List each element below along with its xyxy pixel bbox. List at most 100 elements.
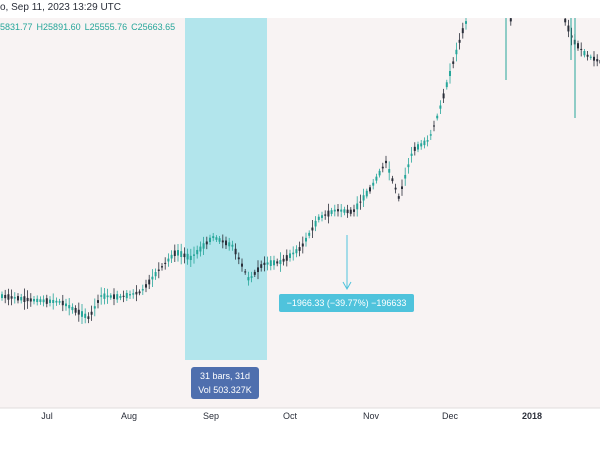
candle-body (193, 254, 195, 256)
candle-body (580, 48, 583, 50)
candle-body (4, 294, 7, 299)
candle-body (157, 269, 160, 271)
candle-body (13, 297, 16, 299)
candle-body (298, 247, 301, 251)
candle-body (461, 28, 464, 34)
candle-body (55, 300, 58, 303)
candle-body (71, 306, 74, 311)
date-range-highlight[interactable] (185, 18, 267, 360)
candle-body (577, 43, 579, 49)
candle-body (49, 299, 51, 303)
candle-body (234, 248, 237, 255)
candle-body (266, 262, 269, 265)
candle-body (250, 276, 253, 278)
header-date: o, Sep 11, 2023 13:29 UTC (0, 2, 122, 13)
candle-body (586, 54, 589, 57)
candle-body (215, 237, 218, 240)
candle-body (109, 295, 112, 298)
candle-body (381, 166, 384, 169)
candle-body (269, 260, 272, 267)
candle-body (244, 271, 247, 273)
ohlc-high: H25891.60 (36, 22, 81, 32)
candle-body (385, 160, 387, 164)
candle-body (397, 196, 400, 199)
candle-body (177, 250, 179, 256)
candle-body (202, 243, 205, 249)
candle-body (317, 216, 320, 220)
ohlc-legend: 5831.77 H25891.60 L25555.76 C25663.65 (0, 22, 179, 32)
candle-body (433, 125, 435, 127)
candle-body (324, 214, 327, 216)
candle-body (209, 237, 211, 243)
candle-body (436, 115, 439, 119)
candle-body (247, 277, 250, 281)
candle-body (394, 187, 397, 190)
candle-body (343, 209, 346, 213)
candle-body (199, 246, 202, 252)
x-axis-label-oct: Oct (282, 411, 298, 421)
candle-body (589, 56, 592, 58)
candle-body (327, 210, 330, 217)
candle-body (285, 255, 288, 261)
candle-body (426, 140, 429, 142)
candle-body (391, 178, 394, 182)
candle-body (596, 59, 599, 62)
candle-body (388, 169, 391, 173)
candle-body (170, 254, 173, 259)
candle-body (164, 262, 167, 265)
plot-background (0, 18, 600, 408)
candle-body (77, 309, 80, 315)
volume-label: Vol 503.327K (198, 385, 252, 395)
candle-body (273, 260, 275, 266)
candle-body (221, 240, 224, 243)
candle-body (132, 293, 135, 295)
candle-body (455, 49, 458, 55)
candle-body (401, 186, 403, 189)
candle-body (218, 238, 221, 242)
candle-body (449, 71, 451, 76)
candle-body (593, 56, 595, 61)
candle-body (148, 279, 151, 285)
candle-body (231, 244, 234, 247)
candle-body (103, 293, 106, 299)
candlestick-series (1, 18, 600, 324)
candle-body (39, 299, 42, 302)
candle-body (173, 250, 176, 257)
candle-body (420, 143, 423, 147)
candle-body (417, 144, 419, 150)
ohlc-open: 5831.77 (0, 22, 33, 32)
candle-body (407, 164, 410, 168)
candle-body (423, 140, 426, 146)
candle-body (333, 209, 336, 212)
candle-body (97, 300, 99, 303)
header-bar: o, Sep 11, 2023 13:29 UTC (0, 0, 600, 18)
candle-body (122, 295, 125, 297)
candle-body (237, 257, 240, 260)
candle-body (151, 276, 154, 280)
candle-body (183, 253, 186, 258)
candle-body (429, 134, 432, 136)
candle-body (311, 227, 314, 231)
candle-body (129, 294, 131, 296)
price-change-box: −1966.33 (−39.77%) −196633 (279, 294, 414, 312)
bars-count-label: 31 bars, 31d (199, 371, 251, 381)
x-axis-label-aug: Aug (120, 411, 138, 421)
candle-body (113, 294, 115, 299)
ohlc-close: C25663.65 (131, 22, 176, 32)
candle-body (404, 174, 407, 179)
candle-body (465, 21, 467, 24)
candle-body (33, 298, 35, 302)
candle-body (570, 35, 573, 38)
candle-body (26, 297, 29, 302)
candle-body (225, 240, 227, 246)
candle-body (375, 176, 378, 181)
candle-body (263, 262, 266, 265)
x-axis-label-2018: 2018 (521, 411, 543, 421)
candle-body (365, 190, 368, 197)
candle-body (314, 220, 317, 227)
candle-body (442, 93, 445, 99)
candle-body (295, 249, 298, 254)
candle-body (413, 146, 416, 151)
